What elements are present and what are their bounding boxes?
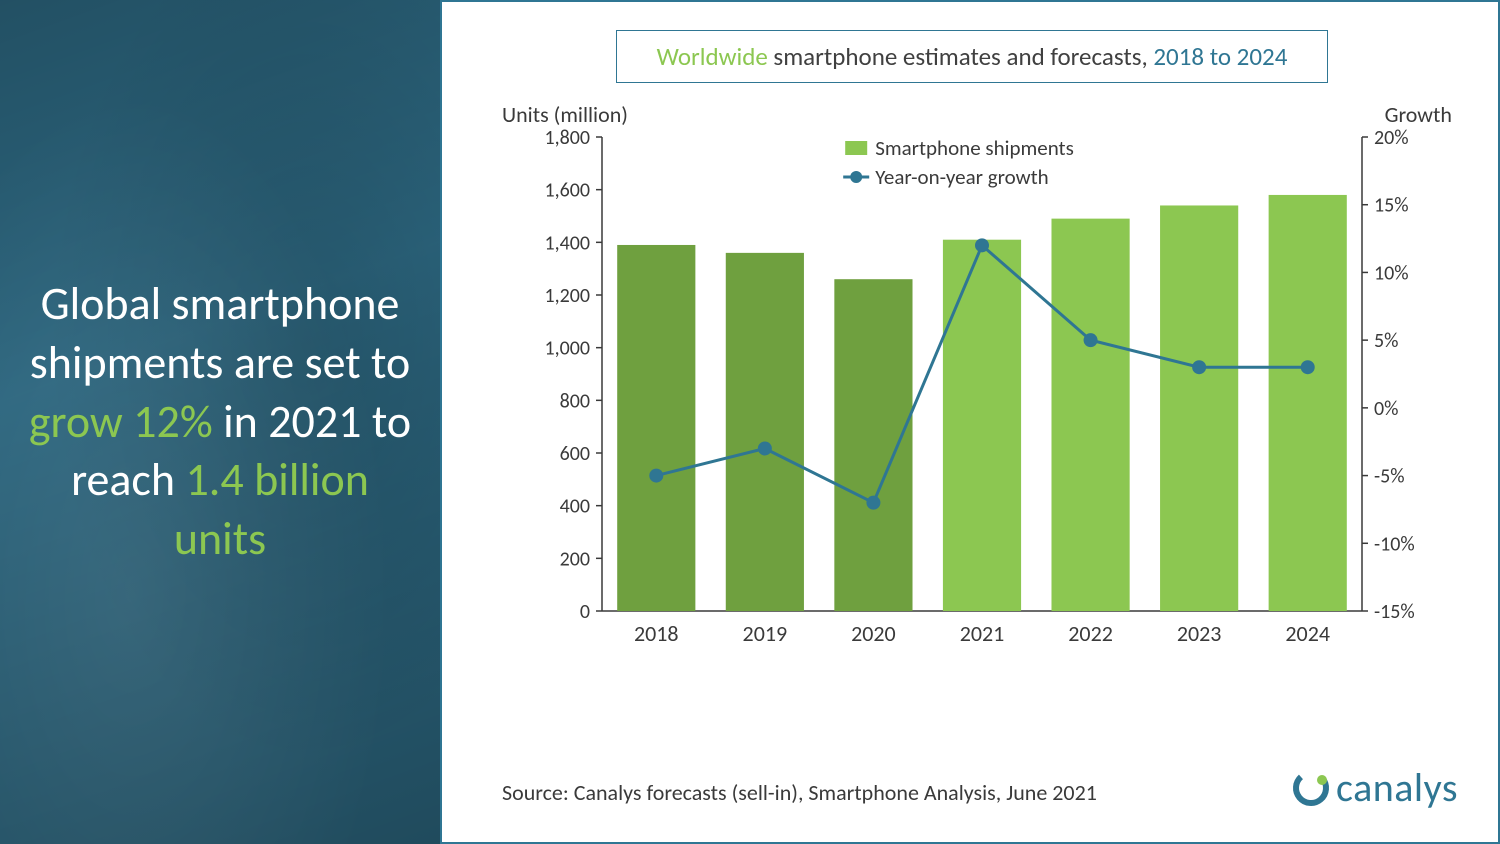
bar xyxy=(617,245,695,611)
headline-text: Global smartphone shipments are set to g… xyxy=(0,275,440,569)
legend-label-line: Year-on-year growth xyxy=(875,164,1049,190)
y-right-tick: 5% xyxy=(1374,329,1398,353)
y-left-tick: 200 xyxy=(560,547,590,571)
chart-title-seg1: Worldwide xyxy=(657,41,768,72)
category-label: 2024 xyxy=(1285,620,1330,647)
y-right-tick: 20% xyxy=(1374,126,1409,150)
bar xyxy=(834,279,912,611)
category-label: 2021 xyxy=(960,620,1005,647)
y-right-tick: -15% xyxy=(1374,600,1415,624)
headline-panel: Global smartphone shipments are set to g… xyxy=(0,0,440,844)
y-right-tick: 15% xyxy=(1374,194,1409,218)
legend-label-bars: Smartphone shipments xyxy=(875,135,1074,161)
y-left-tick: 600 xyxy=(560,442,590,466)
growth-marker xyxy=(1084,333,1098,347)
y-left-tick: 800 xyxy=(560,389,590,413)
bar xyxy=(726,253,804,611)
bar xyxy=(1269,195,1347,611)
y-right-axis-title: Growth xyxy=(1385,101,1452,128)
category-label: 2023 xyxy=(1177,620,1222,647)
y-left-axis-title: Units (million) xyxy=(502,101,628,128)
chart-title: Worldwide smartphone estimates and forec… xyxy=(616,30,1329,83)
y-left-tick: 400 xyxy=(560,495,590,519)
y-left-tick: 1,800 xyxy=(544,126,590,150)
y-right-tick: -10% xyxy=(1374,532,1415,556)
growth-marker xyxy=(758,441,772,455)
legend-swatch-bars xyxy=(845,141,867,155)
category-label: 2022 xyxy=(1068,620,1113,647)
bar xyxy=(1051,219,1129,611)
brand-logo: canalys xyxy=(1292,763,1458,812)
chart-panel: Worldwide smartphone estimates and forec… xyxy=(440,0,1500,844)
y-right-tick: 10% xyxy=(1374,261,1409,285)
bar xyxy=(943,240,1021,611)
category-label: 2018 xyxy=(634,620,679,647)
growth-marker xyxy=(1192,360,1206,374)
y-right-tick: -5% xyxy=(1374,465,1405,489)
canalys-logo-icon xyxy=(1292,769,1330,807)
chart-svg: 0 200 400 600 800 1,000 1,200 1,400 1,600 1,800 -1… xyxy=(492,101,1452,661)
growth-marker xyxy=(649,469,663,483)
chart-container: Units (million) Growth 0 200 400 600 800 1,00… xyxy=(492,101,1452,661)
source-text: Source: Canalys forecasts (sell-in), Sma… xyxy=(502,779,1097,806)
category-label: 2019 xyxy=(743,620,788,647)
brand-logo-text: canalys xyxy=(1336,763,1458,812)
y-left-tick: 1,400 xyxy=(544,231,590,255)
chart-title-seg2: smartphone estimates and forecasts, xyxy=(768,41,1154,72)
growth-marker xyxy=(975,238,989,252)
y-left-tick: 1,200 xyxy=(544,284,590,308)
legend-marker-icon xyxy=(850,171,862,183)
y-left-tick: 1,600 xyxy=(544,179,590,203)
y-right-tick: 0% xyxy=(1374,397,1398,421)
bar xyxy=(1160,205,1238,611)
growth-marker xyxy=(866,496,880,510)
growth-marker xyxy=(1301,360,1315,374)
y-left-tick: 0 xyxy=(580,600,590,624)
chart-title-seg3: 2018 to 2024 xyxy=(1153,41,1287,72)
category-label: 2020 xyxy=(851,620,896,647)
y-left-tick: 1,000 xyxy=(544,337,590,361)
